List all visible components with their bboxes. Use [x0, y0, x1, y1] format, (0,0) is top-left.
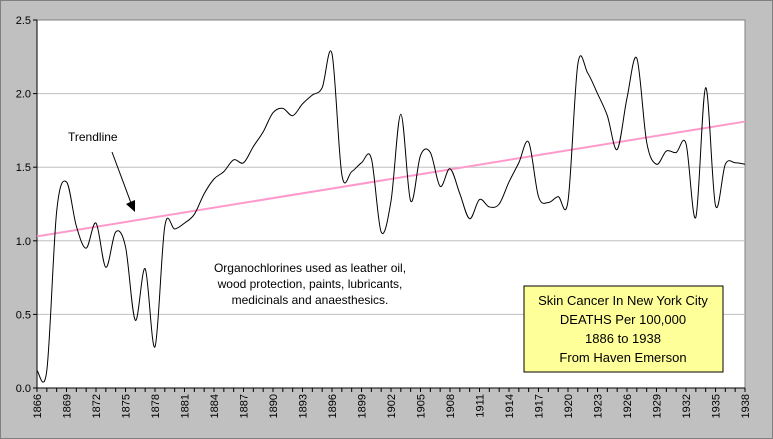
x-tick-label: 1920 — [563, 394, 575, 418]
x-tick-label: 1932 — [681, 394, 693, 418]
x-tick-label: 1908 — [445, 394, 457, 418]
x-tick-label: 1878 — [150, 394, 162, 418]
x-tick-label: 1911 — [475, 394, 487, 418]
x-tick-label: 1872 — [91, 394, 103, 418]
x-tick-label: 1890 — [268, 394, 280, 418]
x-tick-label: 1899 — [357, 394, 369, 418]
x-tick-label: 1929 — [652, 394, 664, 418]
x-tick-label: 1881 — [180, 394, 192, 418]
y-tick-label: 0.5 — [16, 309, 31, 321]
y-tick-label: 1.5 — [16, 162, 31, 174]
info-box-line-2: DEATHS Per 100,000 — [560, 312, 686, 327]
info-box: Skin Cancer In New York City DEATHS Per … — [523, 285, 724, 373]
x-tick-label: 1914 — [504, 394, 516, 418]
x-tick-label: 1923 — [593, 394, 605, 418]
y-tick-label: 2.0 — [16, 89, 31, 101]
info-box-line-1: Skin Cancer In New York City — [538, 293, 708, 308]
x-tick-label: 1893 — [298, 394, 310, 418]
organochlorines-line-2: wood protection, paints, lubricants, — [217, 277, 403, 291]
x-tick-label: 1887 — [239, 394, 251, 418]
x-tick-label: 1917 — [534, 394, 546, 418]
y-tick-label: 0.0 — [16, 383, 31, 395]
organochlorines-line-3: medicinals and anaesthesics. — [232, 293, 389, 307]
organochlorines-annotation: Organochlorines used as leather oil, woo… — [214, 261, 406, 307]
series-line-skin-cancer-deaths — [36, 50, 746, 383]
y-tick-label: 2.5 — [16, 15, 31, 27]
x-tick-label: 1875 — [121, 394, 133, 418]
x-axis: 1866 1869 1872 1875 1878 1881 1884 1887 1890 1893… — [32, 387, 752, 418]
organochlorines-line-1: Organochlorines used as leather oil, — [214, 261, 406, 275]
x-tick-label: 1905 — [416, 394, 428, 418]
x-tick-label: 1938 — [740, 394, 752, 418]
y-axis: 0.0 0.5 1.0 1.5 2.0 2.5 — [16, 15, 38, 395]
gridlines — [37, 93, 745, 315]
x-tick-label: 1926 — [622, 394, 634, 418]
x-tick-label: 1866 — [32, 394, 44, 418]
trend-line — [36, 120, 746, 238]
info-box-line-3: 1886 to 1938 — [585, 331, 661, 346]
info-box-line-4: From Haven Emerson — [559, 350, 686, 365]
x-tick-label: 1884 — [209, 394, 221, 418]
x-tick-label: 1935 — [711, 394, 723, 418]
trendline-arrow — [111, 151, 135, 212]
y-tick-label: 1.0 — [16, 236, 31, 248]
trendline-label: Trendline — [68, 130, 118, 144]
x-tick-label: 1896 — [327, 394, 339, 418]
x-tick-label: 1902 — [386, 394, 398, 418]
x-tick-label: 1869 — [62, 394, 74, 418]
